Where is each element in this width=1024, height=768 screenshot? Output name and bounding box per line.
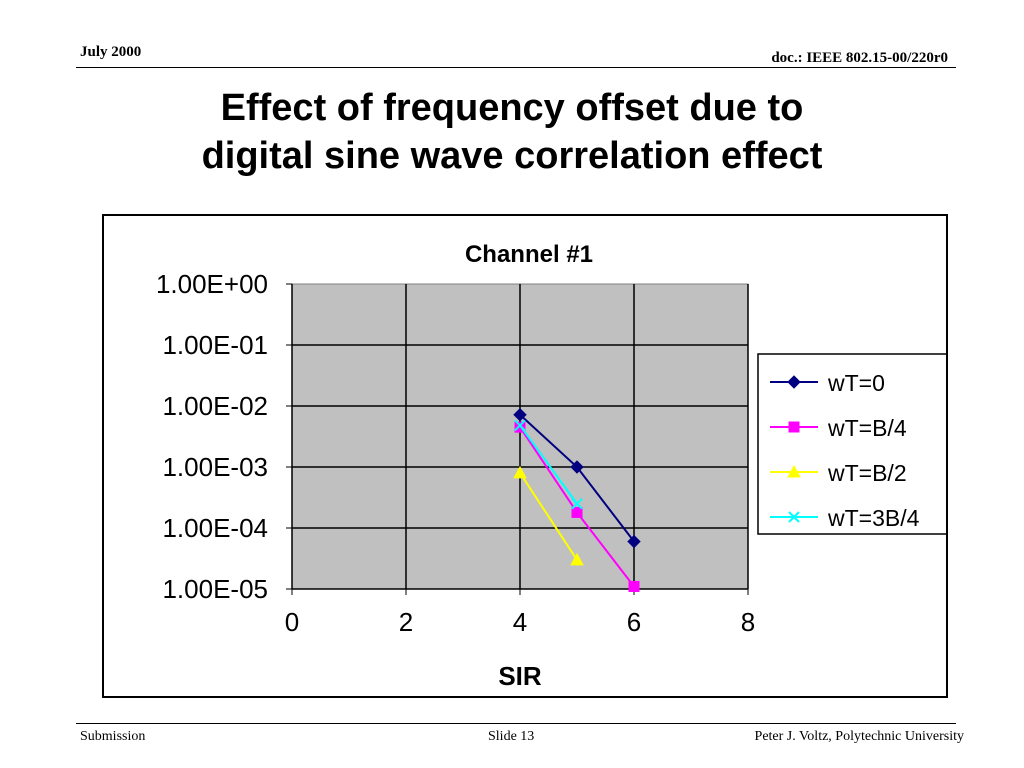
x-axis-label: SIR <box>498 661 542 691</box>
x-tick-label: 6 <box>627 607 641 637</box>
x-tick-label: 0 <box>285 607 299 637</box>
legend-label-0: wT=0 <box>827 370 885 396</box>
y-tick-label: 1.00E-01 <box>162 330 268 360</box>
slide-title: Effect of frequency offset due to digita… <box>0 84 1024 180</box>
data-point-3 <box>514 419 526 432</box>
legend-marker-2 <box>787 464 801 478</box>
y-tick-label: 1.00E-04 <box>162 513 268 543</box>
series-line-2 <box>519 472 578 561</box>
data-point-0 <box>513 407 527 422</box>
chart-frame: 0 2 4 6 8 1.00E+00 1.00E-01 1.00E-02 1.00E-03 1.0… <box>102 214 948 698</box>
y-tick-label: 1.00E-03 <box>162 452 268 482</box>
legend-marker-0 <box>787 375 801 389</box>
legend-label-2: wT=B/2 <box>827 460 907 486</box>
data-point-2 <box>570 552 584 566</box>
footer-submission: Submission <box>80 729 146 744</box>
data-point-1 <box>571 506 583 518</box>
series-line-3 <box>519 424 578 505</box>
header-doc-id: doc.: IEEE 802.15-00/220r0 <box>771 50 948 66</box>
slide-title-line-1: Effect of frequency offset due to <box>220 87 804 129</box>
y-tick-label: 1.00E-02 <box>162 391 268 421</box>
footer-divider <box>76 723 956 724</box>
data-point-1 <box>514 421 526 433</box>
y-tick-label: 1.00E-05 <box>162 574 268 604</box>
x-tick-label: 2 <box>399 607 413 637</box>
legend-label-1: wT=B/4 <box>827 415 907 441</box>
data-point-0 <box>627 534 641 549</box>
slide-title-line-2: digital sine wave correlation effect <box>201 135 823 177</box>
legend-label-3: wT=3B/4 <box>827 505 920 531</box>
x-tick-label: 8 <box>741 607 755 637</box>
legend-marker-3 <box>788 511 800 523</box>
data-point-0 <box>570 460 584 474</box>
chart: 0 2 4 6 8 1.00E+00 1.00E-01 1.00E-02 1.00E-03 1.0… <box>156 241 946 691</box>
data-point-3 <box>571 498 583 510</box>
footer-slide-number: Slide 13 <box>488 729 535 744</box>
footer-author: Peter J. Voltz, Polytechnic University <box>754 729 964 744</box>
legend-marker-1 <box>788 421 800 433</box>
x-tick-label: 4 <box>513 607 527 637</box>
y-tick-label: 1.00E+00 <box>156 269 268 299</box>
header-date: July 2000 <box>80 44 142 60</box>
data-point-2 <box>513 465 527 479</box>
chart-title: Channel #1 <box>465 241 593 268</box>
header-divider <box>76 67 956 68</box>
data-point-1 <box>628 580 640 592</box>
